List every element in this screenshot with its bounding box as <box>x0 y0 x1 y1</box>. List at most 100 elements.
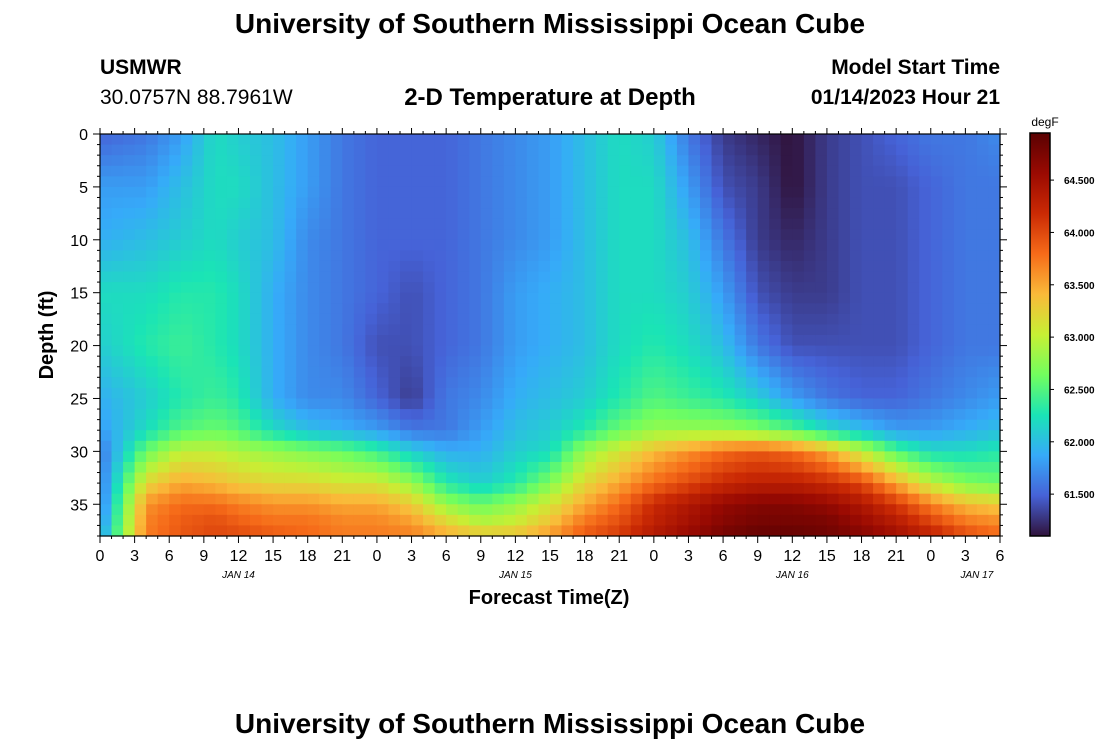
heatmap-cell <box>826 282 840 294</box>
heatmap-cell <box>780 387 793 400</box>
heatmap-cell <box>838 356 851 368</box>
heatmap-cell <box>746 514 759 527</box>
heatmap-cell <box>100 356 113 368</box>
heatmap-cell <box>330 409 343 421</box>
heatmap-cell <box>111 218 124 230</box>
heatmap-cell <box>215 229 228 241</box>
heatmap-cell <box>180 239 193 251</box>
heatmap-cell <box>792 345 805 357</box>
heatmap-cell <box>111 260 124 273</box>
heatmap-cell <box>284 282 297 294</box>
heatmap-cell <box>400 366 413 378</box>
station-id: USMWR <box>100 56 182 79</box>
heatmap-cell <box>492 260 505 273</box>
heatmap-cell <box>584 483 597 495</box>
heatmap-cell <box>907 239 920 251</box>
heatmap-cell <box>896 440 909 452</box>
heatmap-cell <box>157 387 170 400</box>
heatmap-cell <box>180 165 193 177</box>
heatmap-cell <box>873 430 886 442</box>
heatmap-cell <box>388 303 401 315</box>
heatmap-cell <box>653 504 666 516</box>
heatmap-cell <box>942 451 955 463</box>
heatmap-cell <box>884 218 897 230</box>
heatmap-cell <box>480 197 493 209</box>
heatmap-cell <box>203 377 216 389</box>
heatmap-cell <box>515 134 528 146</box>
heatmap-cell <box>215 398 228 410</box>
heatmap-cell <box>688 514 701 527</box>
heatmap-cell <box>953 345 966 357</box>
heatmap-cell <box>215 134 228 146</box>
heatmap-cell <box>192 514 205 527</box>
heatmap-cell <box>780 239 793 251</box>
heatmap-cell <box>515 472 528 484</box>
heatmap-cell <box>261 398 274 410</box>
heatmap-cell <box>734 229 747 241</box>
heatmap-cell <box>873 345 886 357</box>
heatmap-cell <box>538 451 551 463</box>
heatmap-cell <box>976 398 990 410</box>
heatmap-cell <box>723 292 736 304</box>
heatmap-cell <box>169 345 182 357</box>
heatmap-cell <box>942 440 955 452</box>
heatmap-cell <box>457 165 470 177</box>
heatmap-cell <box>711 387 724 400</box>
heatmap-cell <box>480 218 493 230</box>
heatmap-cell <box>400 271 413 283</box>
heatmap-cell <box>803 313 816 326</box>
heatmap-cell <box>446 239 459 251</box>
heatmap-cell <box>907 208 920 220</box>
heatmap-cell <box>942 303 955 315</box>
heatmap-cell <box>434 218 447 230</box>
heatmap-cell <box>665 155 678 167</box>
heatmap-cell <box>884 525 897 537</box>
heatmap-cell <box>907 356 920 368</box>
heatmap-cell <box>123 197 136 209</box>
heatmap-cell <box>169 335 182 347</box>
heatmap-cell <box>226 377 240 389</box>
heatmap-cell <box>376 292 390 304</box>
heatmap-cell <box>584 208 597 220</box>
heatmap-cell <box>250 366 263 378</box>
heatmap-cell <box>146 525 159 537</box>
heatmap-cell <box>573 324 586 336</box>
heatmap-cell <box>919 218 932 230</box>
heatmap-cell <box>965 186 978 199</box>
heatmap-cell <box>746 430 759 442</box>
heatmap-cell <box>711 313 724 326</box>
heatmap-cell <box>480 260 493 273</box>
heatmap-cell <box>907 472 920 484</box>
heatmap-cell <box>215 525 228 537</box>
heatmap-cell <box>757 229 770 241</box>
heatmap-cell <box>630 483 643 495</box>
heatmap-cell <box>238 335 251 347</box>
heatmap-cell <box>884 514 897 527</box>
heatmap-cell <box>469 461 482 474</box>
heatmap-cell <box>457 282 470 294</box>
heatmap-cell <box>976 493 990 505</box>
heatmap-cell <box>988 176 1001 188</box>
heatmap-cell <box>861 472 874 484</box>
heatmap-cell <box>988 271 1001 283</box>
heatmap-cell <box>157 419 170 431</box>
heatmap-cell <box>273 144 286 156</box>
heatmap-cell <box>388 377 401 389</box>
heatmap-cell <box>815 313 828 326</box>
heatmap-cell <box>284 514 297 527</box>
heatmap-cell <box>850 387 863 400</box>
x-tick-label: 18 <box>576 548 594 565</box>
heatmap-cell <box>261 493 274 505</box>
heatmap-cell <box>619 144 632 156</box>
heatmap-cell <box>988 366 1001 378</box>
heatmap-cell <box>930 292 943 304</box>
heatmap-cell <box>550 197 563 209</box>
heatmap-cell <box>123 472 136 484</box>
heatmap-cell <box>376 186 390 199</box>
heatmap-cell <box>896 525 909 537</box>
heatmap-cell <box>838 282 851 294</box>
heatmap-cell <box>261 282 274 294</box>
heatmap-cell <box>861 377 874 389</box>
heatmap-cell <box>676 409 690 421</box>
heatmap-cell <box>919 176 932 188</box>
